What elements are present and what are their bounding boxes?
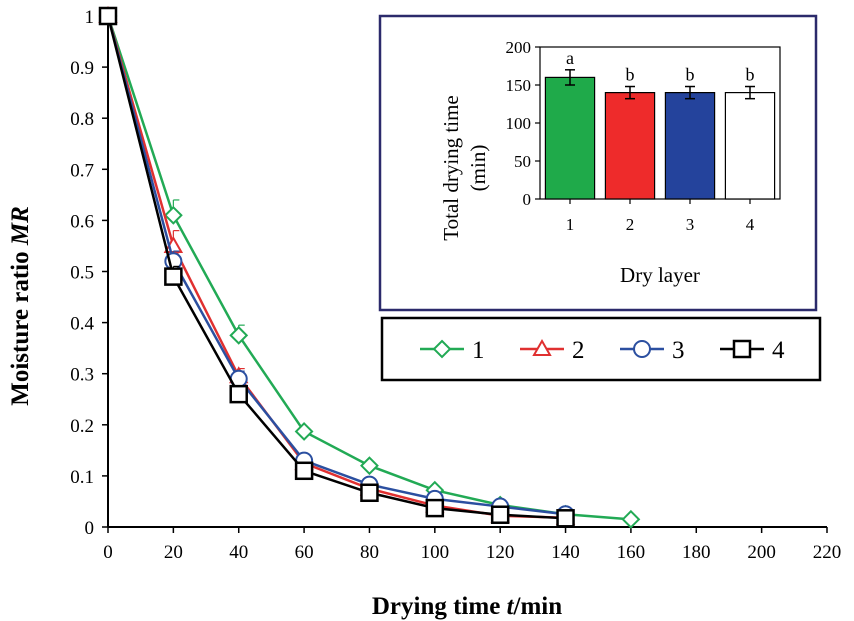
legend-label-1: 1 — [472, 337, 485, 364]
legend: 1 2 3 4 — [420, 337, 785, 364]
significance-letter: b — [626, 65, 635, 85]
inset-y-tick-label: 100 — [506, 114, 532, 133]
x-axis-title-variable: t — [507, 593, 515, 620]
data-point-series-4 — [425, 498, 445, 518]
legend-marker-3 — [633, 340, 651, 358]
inset-y-tick-label: 0 — [523, 190, 532, 209]
y-tick-label: 0.7 — [70, 160, 94, 181]
x-tick-label: 40 — [229, 542, 248, 563]
significance-letter: a — [566, 48, 574, 68]
legend-marker-1 — [432, 339, 452, 359]
x-tick-label: 160 — [617, 542, 646, 563]
legend-label-3: 3 — [672, 337, 685, 364]
legend-label-4: 4 — [772, 337, 785, 364]
data-point-series-4 — [294, 461, 314, 481]
data-point-series-1 — [229, 325, 249, 345]
main-plot-series — [98, 5, 641, 529]
series-line-4 — [106, 15, 566, 520]
y-axis-title: Moisture ratio MR — [7, 206, 34, 406]
data-point-series-4 — [490, 505, 510, 524]
legend-label-2: 2 — [572, 337, 585, 364]
inset-bar-chart: 0 50 100 150 200 1 a 2 b 3 b 4 b Dry layer Total dryin… — [439, 38, 781, 287]
data-point-series-4 — [229, 384, 248, 404]
inset-x-tick-label: 1 — [566, 215, 575, 234]
y-tick-label: 0.8 — [70, 109, 94, 130]
x-axis-title: Drying time t/min — [372, 593, 562, 620]
x-tick-label: 140 — [551, 542, 580, 563]
y-tick-label: 0.2 — [70, 416, 94, 437]
inset-y-axis-title-line1: Total drying time — [439, 95, 463, 241]
x-tick-label: 80 — [360, 542, 379, 563]
data-point-series-4 — [360, 483, 379, 503]
x-tick-label: 20 — [164, 542, 183, 563]
inset-bar-3 — [664, 91, 716, 200]
y-tick-label: 0.4 — [70, 314, 94, 335]
y-axis-title-prefix: Moisture ratio — [7, 245, 34, 406]
x-tick-label: 60 — [295, 542, 314, 563]
data-point-series-4 — [556, 509, 575, 528]
inset-x-axis-title: Dry layer — [620, 263, 700, 287]
inset-x-tick-label: 4 — [746, 215, 755, 234]
data-point-series-1 — [360, 456, 379, 476]
y-tick-label: 0 — [85, 518, 95, 539]
data-point-series-1 — [163, 205, 183, 225]
y-tick-label: 0.3 — [70, 365, 94, 386]
inset-y-tick-label: 200 — [506, 38, 532, 57]
x-axis-title-prefix: Drying time — [372, 593, 507, 620]
data-point-series-4 — [98, 6, 118, 26]
inset-bar-1 — [544, 76, 596, 200]
inset-y-tick-label: 50 — [514, 152, 531, 171]
x-tick-label: 200 — [747, 542, 776, 563]
inset-y-axis-title: Total drying time (min) — [439, 95, 490, 241]
inset-x-tick-label: 2 — [626, 215, 635, 234]
y-tick-label: 1 — [85, 7, 95, 28]
significance-letter: b — [746, 65, 755, 85]
legend-marker-2 — [532, 338, 552, 356]
data-point-series-1 — [294, 422, 314, 441]
x-tick-label: 180 — [682, 542, 711, 563]
legend-marker-4 — [732, 339, 752, 359]
series-line-3 — [106, 15, 566, 516]
series-4 — [98, 6, 575, 528]
y-tick-label: 0.1 — [70, 467, 94, 488]
inset-x-tick-label: 3 — [686, 215, 695, 234]
significance-letter: b — [686, 65, 695, 85]
inset-y-axis-title-line2: (min) — [466, 145, 490, 192]
main-plot-axes: 0 20 40 60 80 100 120 140 160 180 200 22000.10.20.3… — [70, 7, 841, 563]
inset-y-tick-label: 150 — [506, 76, 532, 95]
data-point-series-1 — [621, 509, 641, 529]
inset-bar-4 — [724, 91, 776, 200]
x-tick-label: 0 — [103, 542, 113, 563]
x-axis-title-suffix: /min — [513, 593, 563, 620]
inset-frame — [378, 14, 818, 312]
inset-bar-2 — [604, 91, 656, 200]
x-tick-label: 100 — [421, 542, 450, 563]
x-tick-label: 220 — [813, 542, 842, 563]
x-tick-label: 120 — [486, 542, 515, 563]
y-tick-label: 0.6 — [70, 211, 94, 232]
y-axis-title-variable: MR — [7, 206, 34, 246]
y-tick-label: 0.9 — [70, 58, 94, 79]
y-tick-label: 0.5 — [70, 263, 94, 284]
data-point-series-4 — [164, 267, 183, 286]
